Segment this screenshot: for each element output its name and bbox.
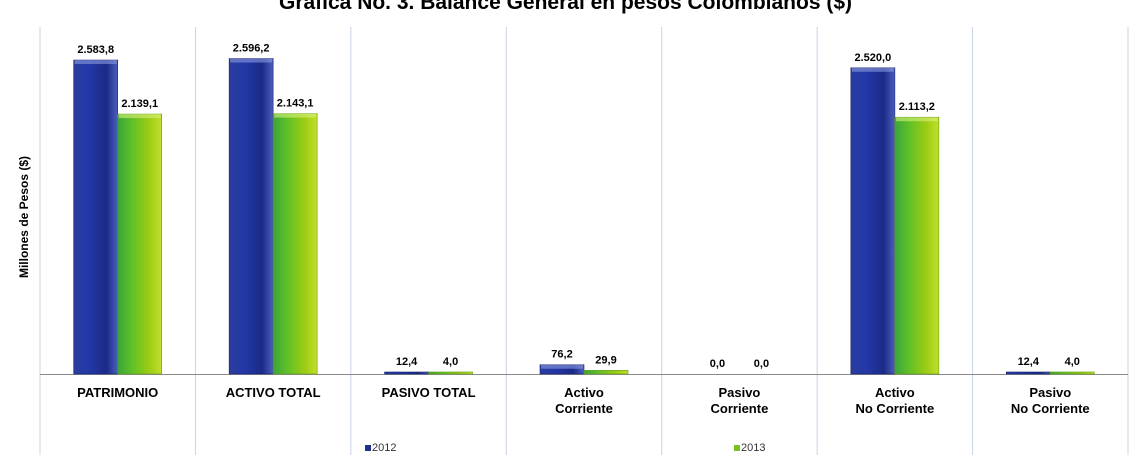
legend-label-2012: 2012 <box>372 442 397 454</box>
data-label-2013-0: 2.139,1 <box>121 98 158 110</box>
data-label-2012-2: 12,4 <box>396 356 418 368</box>
category-label-3: Activo <box>564 385 604 400</box>
legend-swatch-2013 <box>734 445 740 451</box>
bar-highlight <box>230 58 273 63</box>
category-label-2: PASIVO TOTAL <box>382 385 476 400</box>
data-label-2013-6: 4,0 <box>1065 356 1080 368</box>
bar-2012-6 <box>1005 371 1051 375</box>
bar-highlight <box>74 60 117 65</box>
bar-highlight <box>274 113 317 118</box>
bar-2012-1 <box>228 58 274 375</box>
data-label-2012-5: 2.520,0 <box>855 52 892 64</box>
chart-title: Grafica No. 3. Balance General en pesos … <box>278 0 852 14</box>
category-label-5: Activo <box>875 385 915 400</box>
data-label-2012-3: 76,2 <box>551 349 572 361</box>
data-label-2012-4: 0,0 <box>710 358 725 370</box>
category-label-1: ACTIVO TOTAL <box>226 385 321 400</box>
bar-highlight <box>851 67 894 72</box>
category-label-3: Corriente <box>555 401 613 416</box>
bar-2013-5 <box>894 116 940 375</box>
bar-2013-0 <box>117 113 163 375</box>
data-label-2013-1: 2.143,1 <box>277 98 314 110</box>
bar-2012-5 <box>850 67 896 375</box>
legend-item-2012: 2012 <box>365 442 396 454</box>
data-label-2013-3: 29,9 <box>595 354 616 366</box>
data-label-2013-2: 4,0 <box>443 356 458 368</box>
bar-2013-2 <box>428 371 473 375</box>
bar-2012-0 <box>73 59 119 375</box>
category-label-0: PATRIMONIO <box>77 385 158 400</box>
data-label-2012-0: 2.583,8 <box>77 44 114 56</box>
category-label-6: Pasivo <box>1029 385 1071 400</box>
data-label-2013-4: 0,0 <box>754 358 769 370</box>
legend-label-2013: 2013 <box>741 442 766 454</box>
bar-2013-1 <box>272 113 318 375</box>
legend-swatch-2012 <box>365 445 371 451</box>
bar-highlight <box>118 114 161 119</box>
bar-highlight <box>541 364 583 369</box>
data-label-2012-1: 2.596,2 <box>233 43 270 55</box>
category-label-5: No Corriente <box>855 401 934 416</box>
bar-2013-6 <box>1049 371 1095 375</box>
bar-2012-2 <box>384 371 429 375</box>
data-label-2013-5: 2.113,2 <box>899 101 935 113</box>
category-label-6: No Corriente <box>1011 401 1090 416</box>
bar-2013-3 <box>583 370 629 375</box>
category-label-4: Pasivo <box>718 385 760 400</box>
bar-highlight <box>895 117 938 122</box>
legend-item-2013: 2013 <box>734 442 765 454</box>
category-label-4: Corriente <box>711 401 769 416</box>
data-label-2012-6: 12,4 <box>1018 356 1040 368</box>
